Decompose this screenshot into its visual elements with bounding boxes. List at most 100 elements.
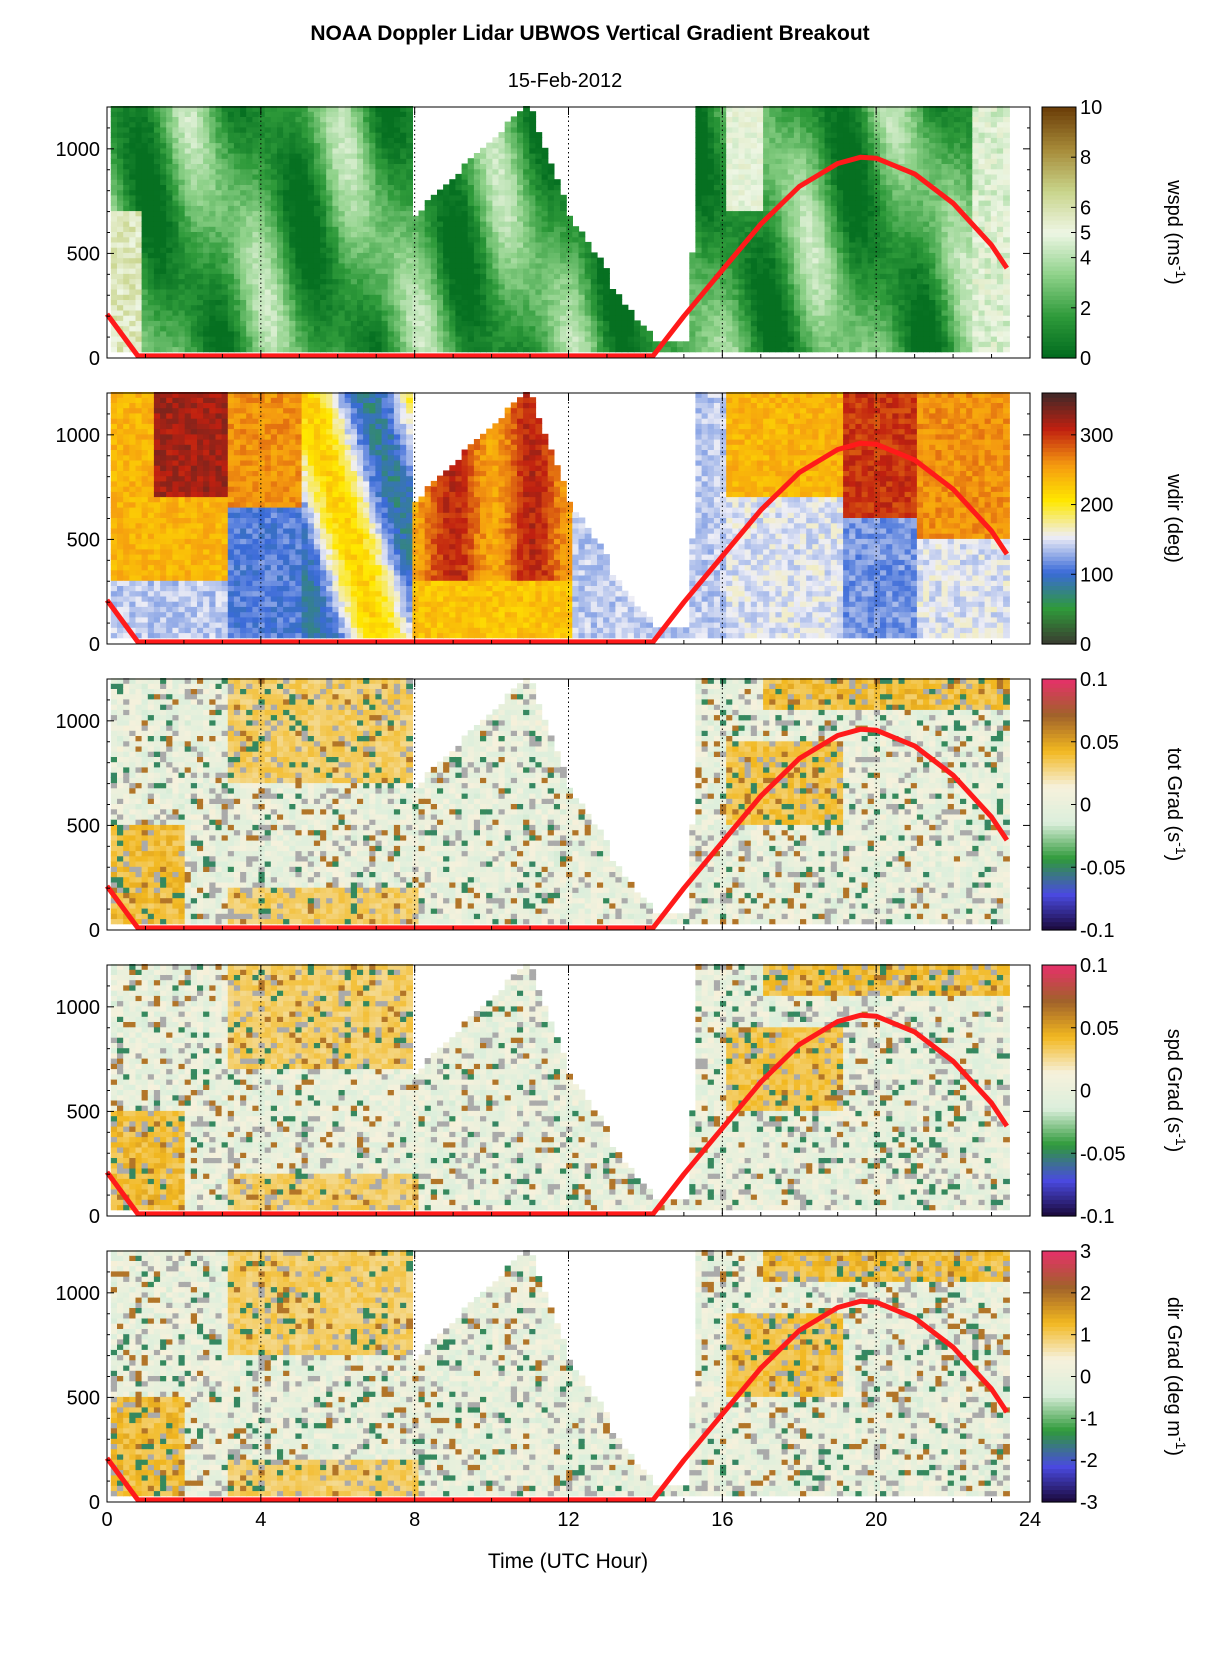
heatmap-cell xyxy=(763,205,770,212)
heatmap-cell xyxy=(763,257,770,264)
heatmap-cell xyxy=(252,158,260,164)
heatmap-cell xyxy=(880,315,887,321)
heatmap-cell xyxy=(886,262,893,269)
heatmap-cell xyxy=(800,106,807,112)
heatmap-cell xyxy=(178,221,186,227)
heatmap-cell xyxy=(492,304,500,311)
heatmap-cell xyxy=(498,184,506,191)
heatmap-cell xyxy=(510,289,518,295)
heatmap-cell xyxy=(387,158,395,164)
heatmap-cell xyxy=(221,330,229,337)
heatmap-cell xyxy=(713,106,721,112)
heatmap-cell xyxy=(707,315,715,321)
heatmap-cell xyxy=(184,226,192,232)
heatmap-cell xyxy=(307,315,315,321)
heatmap-cell xyxy=(621,330,629,337)
heatmap-cell xyxy=(750,179,758,185)
heatmap-cell xyxy=(541,257,549,264)
heatmap-cell xyxy=(141,236,149,243)
heatmap-cell xyxy=(184,320,192,327)
heatmap-cell xyxy=(338,241,346,248)
heatmap-cell xyxy=(166,304,173,311)
heatmap-cell xyxy=(584,341,592,348)
heatmap-cell xyxy=(800,320,807,327)
heatmap-cell xyxy=(350,221,358,227)
heatmap-cell xyxy=(135,132,143,138)
heatmap-cell xyxy=(510,299,518,306)
heatmap-cell xyxy=(153,241,161,248)
heatmap-cell xyxy=(480,226,487,232)
heatmap-cell xyxy=(529,268,537,274)
heatmap-cell xyxy=(233,330,241,337)
heatmap-cell xyxy=(787,241,795,248)
heatmap-cell xyxy=(830,268,838,274)
heatmap-cell xyxy=(277,210,284,217)
heatmap-cell xyxy=(178,121,186,128)
heatmap-cell xyxy=(246,341,253,348)
heatmap-cell xyxy=(264,289,272,295)
heatmap-cell xyxy=(277,137,284,144)
heatmap-cell xyxy=(701,147,709,154)
heatmap-cell xyxy=(566,304,573,311)
heatmap-cell xyxy=(110,163,118,170)
heatmap-cell xyxy=(855,299,863,306)
heatmap-cell xyxy=(461,294,469,300)
heatmap-cell xyxy=(166,189,173,196)
heatmap-cell xyxy=(849,309,856,316)
heatmap-cell xyxy=(578,346,586,353)
heatmap-cell xyxy=(184,309,192,316)
heatmap-cell xyxy=(455,200,463,206)
heatmap-cell xyxy=(867,200,875,206)
heatmap-cell xyxy=(861,294,869,300)
heatmap-cell xyxy=(363,194,370,201)
heatmap-cell xyxy=(689,268,697,274)
heatmap-cell xyxy=(529,226,537,232)
heatmap-cell xyxy=(147,200,155,206)
heatmap-cell xyxy=(227,153,235,159)
heatmap-cell xyxy=(713,210,721,217)
heatmap-cell xyxy=(504,325,512,332)
heatmap-cell xyxy=(270,289,278,295)
heatmap-cell xyxy=(566,236,573,243)
heatmap-cell xyxy=(818,173,826,180)
heatmap-cell xyxy=(800,252,807,259)
heatmap-cell xyxy=(849,341,856,348)
heatmap-cell xyxy=(787,173,795,180)
heatmap-cell xyxy=(775,330,783,337)
heatmap-cell xyxy=(787,132,795,138)
heatmap-cell xyxy=(486,194,493,201)
heatmap-cell xyxy=(449,262,457,269)
heatmap-cell xyxy=(178,200,186,206)
heatmap-cell xyxy=(769,116,777,123)
heatmap-cell xyxy=(867,116,875,123)
heatmap-cell xyxy=(326,226,333,232)
heatmap-cell xyxy=(498,294,506,300)
heatmap-cell xyxy=(277,194,284,201)
heatmap-cell xyxy=(738,257,746,264)
heatmap-cell xyxy=(332,241,340,248)
heatmap-cell xyxy=(892,304,900,311)
heatmap-cell xyxy=(473,252,481,259)
heatmap-cell xyxy=(504,320,512,327)
heatmap-cell xyxy=(535,346,543,353)
heatmap-cell xyxy=(375,137,383,144)
heatmap-cell xyxy=(264,257,272,264)
heatmap-cell xyxy=(504,147,512,154)
heatmap-cell xyxy=(510,236,518,243)
heatmap-cell xyxy=(455,189,463,196)
heatmap-cell xyxy=(504,158,512,164)
heatmap-cell xyxy=(283,273,290,280)
heatmap-cell xyxy=(756,189,764,196)
heatmap-cell xyxy=(172,273,180,280)
heatmap-cell xyxy=(270,283,278,290)
heatmap-cell xyxy=(147,168,155,175)
heatmap-cell xyxy=(726,221,733,227)
heatmap-cell xyxy=(135,142,143,149)
heatmap-cell xyxy=(270,304,278,311)
heatmap-cell xyxy=(363,315,370,321)
heatmap-cell xyxy=(258,236,266,243)
heatmap-cell xyxy=(270,226,278,232)
heatmap-cell xyxy=(178,231,186,238)
heatmap-cell xyxy=(123,320,130,327)
heatmap-cell xyxy=(363,173,370,180)
